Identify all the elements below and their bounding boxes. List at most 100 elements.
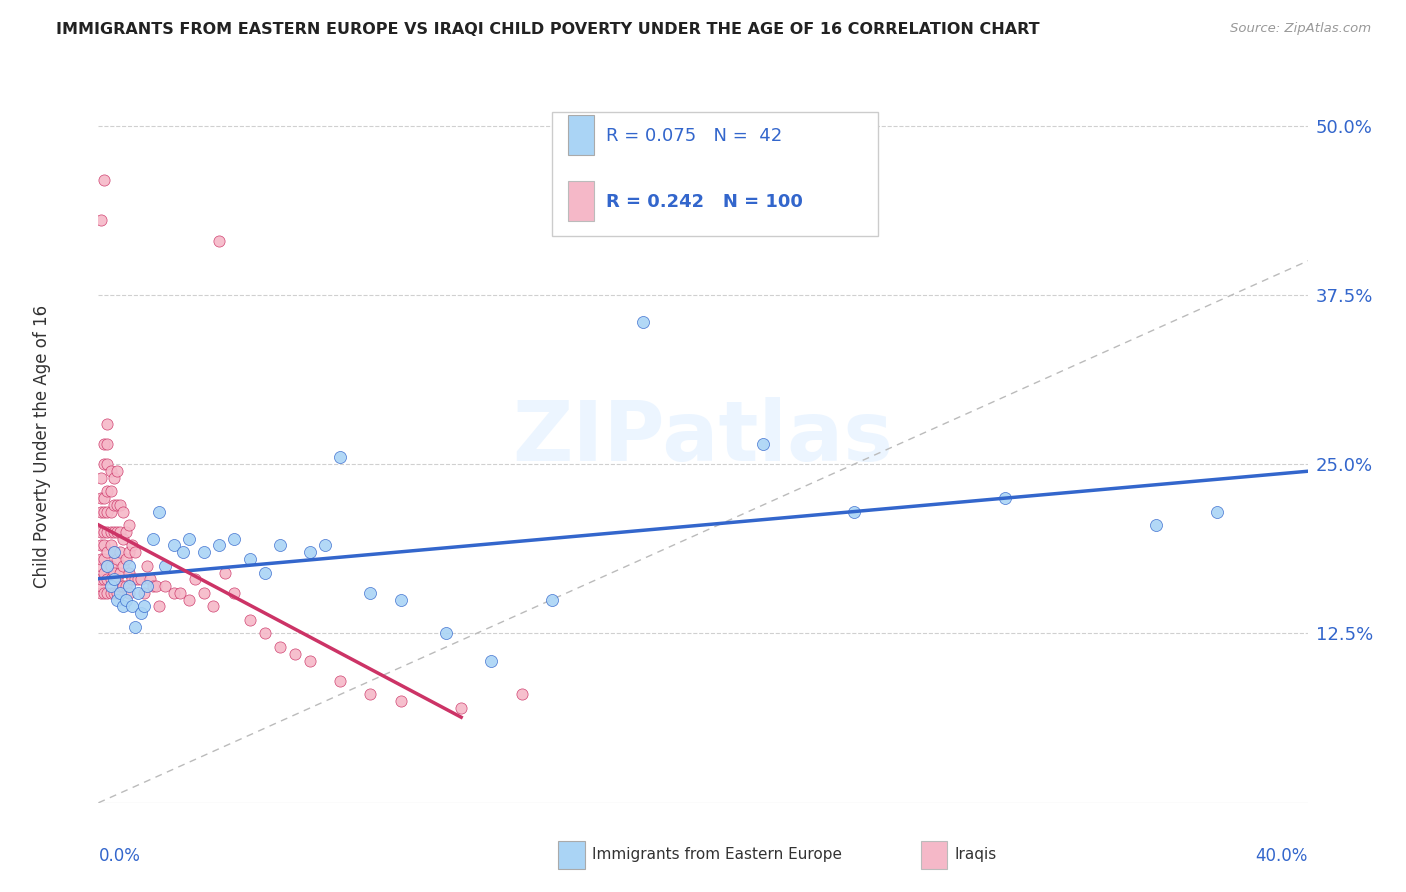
Point <box>540 592 562 607</box>
Point <box>132 586 155 600</box>
Point <box>224 586 246 600</box>
Point <box>96 572 118 586</box>
Point <box>90 572 112 586</box>
Point <box>114 524 136 539</box>
Point <box>103 545 125 559</box>
Point <box>179 592 201 607</box>
Point <box>202 599 225 614</box>
Point <box>148 599 170 614</box>
Point <box>96 457 118 471</box>
Point <box>129 606 152 620</box>
Point <box>90 505 112 519</box>
Point <box>193 545 215 559</box>
FancyBboxPatch shape <box>568 115 595 155</box>
Point <box>1144 518 1167 533</box>
Point <box>124 620 146 634</box>
Point <box>100 572 122 586</box>
Point <box>148 505 170 519</box>
Point <box>111 505 134 519</box>
Point <box>93 437 115 451</box>
Point <box>103 545 125 559</box>
Point <box>142 532 165 546</box>
Text: 0.0%: 0.0% <box>98 847 141 864</box>
Point <box>93 505 115 519</box>
Point <box>93 172 115 186</box>
Point <box>96 437 118 451</box>
Point <box>389 694 412 708</box>
Point <box>114 552 136 566</box>
Point <box>90 213 112 227</box>
Point <box>434 626 457 640</box>
Point <box>90 586 112 600</box>
Point <box>100 484 122 499</box>
Point <box>90 579 112 593</box>
Point <box>163 538 186 552</box>
Point <box>208 234 231 248</box>
Point <box>135 579 157 593</box>
Point <box>100 464 122 478</box>
Point <box>169 586 191 600</box>
Point <box>90 538 112 552</box>
Point <box>389 592 412 607</box>
Point <box>100 586 122 600</box>
Point <box>114 592 136 607</box>
Point <box>450 701 472 715</box>
Point <box>299 545 322 559</box>
Point <box>100 579 122 593</box>
Point <box>103 572 125 586</box>
Point <box>118 545 141 559</box>
Point <box>239 552 262 566</box>
Point <box>90 558 112 573</box>
Point <box>105 592 128 607</box>
Point <box>844 505 866 519</box>
Point <box>299 654 322 668</box>
Point <box>96 505 118 519</box>
Point <box>329 450 352 465</box>
Point <box>135 558 157 573</box>
FancyBboxPatch shape <box>921 841 948 869</box>
Point <box>100 524 122 539</box>
Point <box>103 471 125 485</box>
Point <box>239 613 262 627</box>
Text: Child Poverty Under the Age of 16: Child Poverty Under the Age of 16 <box>34 304 51 588</box>
Point <box>111 532 134 546</box>
Point <box>105 572 128 586</box>
Point <box>103 498 125 512</box>
Point <box>105 524 128 539</box>
Point <box>90 524 112 539</box>
Point <box>139 572 162 586</box>
Point <box>360 586 382 600</box>
Text: 40.0%: 40.0% <box>1256 847 1308 864</box>
Point <box>118 518 141 533</box>
Point <box>121 538 143 552</box>
Point <box>100 538 122 552</box>
Point <box>114 579 136 593</box>
Point <box>510 688 533 702</box>
FancyBboxPatch shape <box>551 112 879 235</box>
Point <box>118 579 141 593</box>
Point <box>1206 505 1229 519</box>
Point <box>142 579 165 593</box>
Point <box>93 457 115 471</box>
Point <box>121 572 143 586</box>
Point <box>105 586 128 600</box>
Point <box>269 640 291 654</box>
Point <box>103 566 125 580</box>
Text: R = 0.075   N =  42: R = 0.075 N = 42 <box>606 127 783 145</box>
Point <box>93 524 115 539</box>
Point <box>269 538 291 552</box>
Point <box>994 491 1017 505</box>
Point <box>93 586 115 600</box>
Point <box>329 673 352 688</box>
Point <box>121 599 143 614</box>
FancyBboxPatch shape <box>568 181 595 221</box>
Text: Source: ZipAtlas.com: Source: ZipAtlas.com <box>1230 22 1371 36</box>
Point <box>93 491 115 505</box>
Point <box>184 572 207 586</box>
Point <box>145 579 167 593</box>
Point <box>253 566 276 580</box>
Point <box>93 552 115 566</box>
Point <box>108 566 131 580</box>
Point <box>108 579 131 593</box>
Point <box>179 532 201 546</box>
